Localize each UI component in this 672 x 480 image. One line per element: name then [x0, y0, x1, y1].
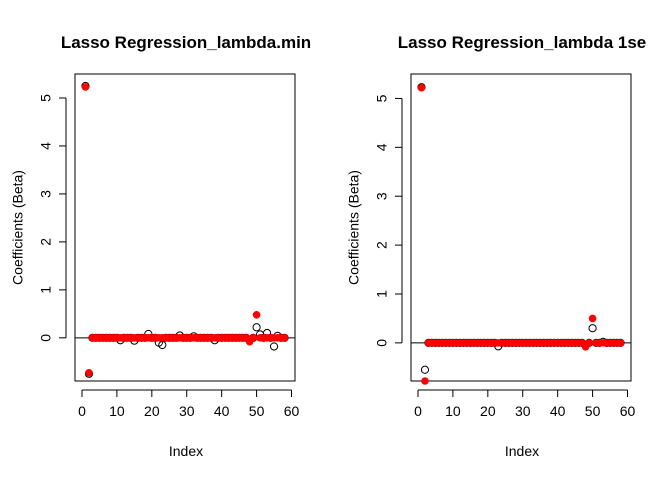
y-axis-label: Coefficients (Beta) — [10, 170, 26, 285]
y-tick-label: 4 — [38, 142, 54, 150]
y-tick-label: 2 — [374, 241, 390, 249]
x-tick-label: 20 — [144, 403, 160, 419]
x-tick-label: 30 — [179, 403, 195, 419]
x-tick-label: 10 — [109, 403, 125, 419]
point-filled — [280, 334, 289, 342]
y-tick-label: 2 — [38, 238, 54, 246]
x-tick-label: 0 — [78, 403, 86, 419]
y-tick-label: 0 — [374, 339, 390, 347]
x-tick-label: 10 — [445, 403, 461, 419]
y-tick-label: 5 — [38, 94, 54, 102]
point-open — [420, 365, 430, 374]
point-filled — [81, 83, 90, 91]
y-tick-label: 4 — [374, 143, 390, 151]
x-axis-label: Index — [505, 443, 539, 459]
x-axis: 0 10 20 30 40 50 60 — [78, 389, 300, 419]
plot-frame — [410, 73, 632, 382]
chart-title: Lasso Regression_lambda.min — [61, 33, 311, 52]
x-axis: 0 10 20 30 40 50 60 — [414, 389, 636, 419]
y-axis: 0 1 2 3 4 5 — [374, 94, 403, 347]
y-axis-label: Coefficients (Beta) — [346, 170, 362, 285]
point-open — [269, 342, 279, 351]
x-tick-label: 40 — [550, 403, 566, 419]
x-axis-label: Index — [169, 443, 203, 459]
point-filled — [249, 334, 257, 342]
y-tick-label: 3 — [374, 192, 390, 200]
plot-frame — [74, 73, 296, 382]
point-filled — [616, 339, 625, 347]
y-tick-label: 3 — [38, 190, 54, 198]
point-filled — [588, 314, 597, 323]
x-tick-label: 40 — [214, 403, 230, 419]
y-tick-label: 0 — [38, 334, 54, 342]
series-open — [81, 81, 289, 378]
series-filled — [81, 83, 289, 377]
point-filled — [85, 369, 93, 377]
series-filled — [417, 83, 625, 385]
point-filled — [252, 311, 261, 319]
y-tick-label: 1 — [38, 286, 54, 294]
y-tick-label: 1 — [374, 290, 390, 298]
chart-title: Lasso Regression_lambda 1se — [398, 33, 647, 52]
point-filled — [421, 377, 429, 385]
x-tick-label: 60 — [620, 403, 636, 419]
x-tick-label: 50 — [585, 403, 601, 419]
x-tick-label: 30 — [515, 403, 531, 419]
x-tick-label: 20 — [480, 403, 496, 419]
series-open — [417, 83, 625, 374]
point-filled — [585, 339, 593, 347]
y-tick-label: 5 — [374, 94, 390, 102]
point-open — [252, 323, 261, 332]
x-tick-label: 60 — [284, 403, 300, 419]
x-tick-label: 50 — [249, 403, 265, 419]
y-axis: 0 1 2 3 4 5 — [38, 94, 67, 342]
point-open — [588, 324, 597, 333]
point-filled — [417, 83, 426, 92]
x-tick-label: 0 — [414, 403, 422, 419]
